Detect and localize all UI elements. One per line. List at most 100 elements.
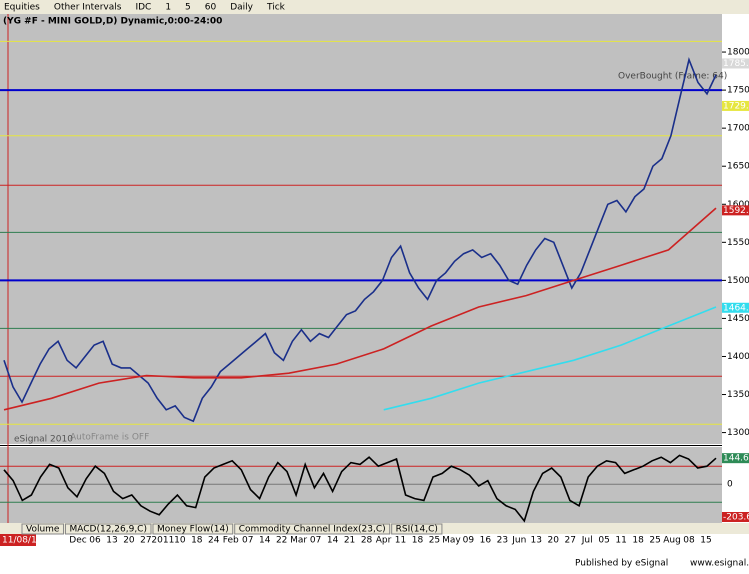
x-tick-label: 15 [700,536,711,546]
x-tick-label: 23 [497,536,508,546]
x-tick-label: 11 [395,536,406,546]
price-tag-label: 1785.0 [723,59,749,69]
x-tick-label: 28 [361,536,373,546]
tab-border [234,523,391,535]
y-tick-label: 1550 [727,238,749,248]
series-line [3,57,717,423]
tab-border [64,523,152,535]
toolbar-item: Daily [230,3,253,13]
cci-tag-label: -203.69 [723,513,749,523]
annotation: eSignal 2010 [14,435,73,445]
tab-bar [0,523,749,534]
panel-tab[interactable]: Volume [26,525,60,535]
date-highlight [0,534,36,546]
x-tick-label: 05 [598,536,609,546]
y-tick-label: 1600 [727,200,749,210]
x-tick-label: 13 [531,536,542,546]
price-tag-label: 1729.2 [723,101,749,111]
tab-border [391,523,443,535]
toolbar-item: Equities [4,3,40,13]
price-tag [722,205,749,216]
x-tick-label: Mar [290,536,307,546]
x-tick-label: 25 [649,536,660,546]
x-tick-label: 27 [140,536,151,546]
toolbar [0,0,749,14]
x-tick-label: Apr [376,536,392,546]
x-tick-label: 18 [632,536,644,546]
price-panel [0,14,722,444]
x-tick-label: Jun [511,536,526,546]
annotation: AutoFrame is OFF [70,433,149,443]
footer-left: Published by eSignal [575,559,668,569]
x-tick-label: 07 [310,536,321,546]
toolbar-item: 1 [165,3,171,13]
price-tag-label: 1592.0 [723,206,749,216]
x-tick-label: 11 [615,536,626,546]
x-tick-label: 13 [106,536,117,546]
x-tick-label: 10 [174,536,186,546]
x-tick-label: 08 [683,536,695,546]
x-tick-label: 2011 [151,536,174,546]
x-tick-label: 14 [327,536,339,546]
y-tick-label: 1750 [727,86,749,96]
x-tick-label: 20 [123,536,135,546]
panel-tab[interactable]: RSI(14,C) [396,525,438,535]
series-line [3,207,717,411]
series-line [3,454,717,523]
x-tick-label: 14 [259,536,271,546]
x-tick-label: 18 [412,536,424,546]
x-tick-label: 22 [276,536,287,546]
chart-title: (YG #F - MINI GOLD,D) Dynamic,0:00-24:00 [3,17,222,27]
start-date: 11/08/10 [2,536,43,546]
x-tick-label: Dec [69,536,86,546]
price-tag [722,58,749,69]
y-tick-label: 1650 [727,162,749,172]
y-tick-label: 1450 [727,314,749,324]
x-tick-label: Jul [581,536,593,546]
x-tick-label: 07 [242,536,253,546]
y-tick-label: 1700 [727,124,749,134]
status-bar [0,555,749,570]
y-tick-label: 1350 [727,390,749,400]
x-tick-label: 16 [480,536,492,546]
x-tick-label: Feb [223,536,239,546]
x-tick-label: 21 [344,536,355,546]
tab-border [21,523,64,535]
cci-panel [0,447,722,523]
tab-border [152,523,234,535]
x-tick-label: 27 [564,536,575,546]
price-tag-label: 1464.0 [723,303,749,313]
cci-tag-label: 144.61 [723,454,749,464]
x-tick-label: 06 [89,536,101,546]
cci-tag [722,453,749,464]
toolbar-item: 5 [185,3,191,13]
annotation: OverBought (Frame: 64) [618,72,727,82]
series-line [383,306,717,411]
x-tick-label: 20 [548,536,560,546]
y-tick-label: 1500 [727,276,749,286]
price-tag [722,100,749,111]
x-tick-label: 09 [463,536,475,546]
y-tick-label: 1800 [727,48,749,58]
cci-tag [722,512,749,522]
x-tick-label: 24 [208,536,220,546]
toolbar-item: Tick [266,3,286,13]
toolbar-item: Other Intervals [54,3,122,13]
x-tick-label: 18 [191,536,203,546]
toolbar-item: IDC [135,3,151,13]
date-axis [0,534,749,546]
panel-tab[interactable]: MACD(12,26,9,C) [69,525,147,535]
toolbar-item: 60 [205,3,217,13]
x-tick-label: 25 [429,536,440,546]
footer-right: www.esignal.com [690,559,749,569]
x-tick-label: Aug [663,536,681,546]
x-tick-label: May [442,536,461,546]
price-axis [722,14,749,523]
y-tick-label: 1400 [727,352,749,362]
panel-tab[interactable]: Money Flow(14) [157,525,229,535]
y-tick-label: 0 [727,480,733,490]
panel-tab[interactable]: Commodity Channel Index(23,C) [239,525,386,535]
price-tag [722,302,749,313]
y-tick-label: 1300 [727,428,749,438]
